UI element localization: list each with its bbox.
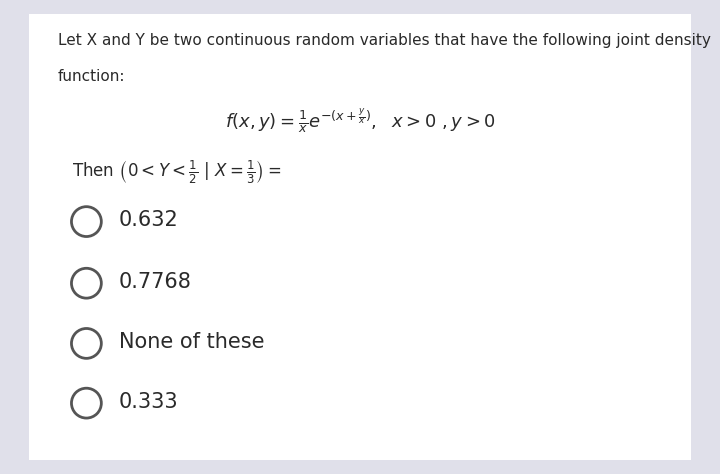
Text: None of these: None of these (119, 332, 264, 352)
Text: Then $\left(0 < Y < \frac{1}{2}\ \vert\ X = \frac{1}{3}\right) =$: Then $\left(0 < Y < \frac{1}{2}\ \vert\ … (72, 159, 282, 186)
Circle shape (71, 268, 102, 298)
Text: 0.333: 0.333 (119, 392, 179, 412)
Text: 0.7768: 0.7768 (119, 272, 192, 292)
Circle shape (71, 388, 102, 418)
Text: Let X and Y be two continuous random variables that have the following joint den: Let X and Y be two continuous random var… (58, 33, 711, 48)
Text: $f(x,y) = \frac{1}{x}e^{-(x+\frac{y}{x})},\ \ x>0\ ,y>0$: $f(x,y) = \frac{1}{x}e^{-(x+\frac{y}{x})… (225, 107, 495, 135)
Text: function:: function: (58, 69, 125, 84)
Text: 0.632: 0.632 (119, 210, 179, 230)
Circle shape (71, 207, 102, 237)
Circle shape (71, 328, 102, 358)
